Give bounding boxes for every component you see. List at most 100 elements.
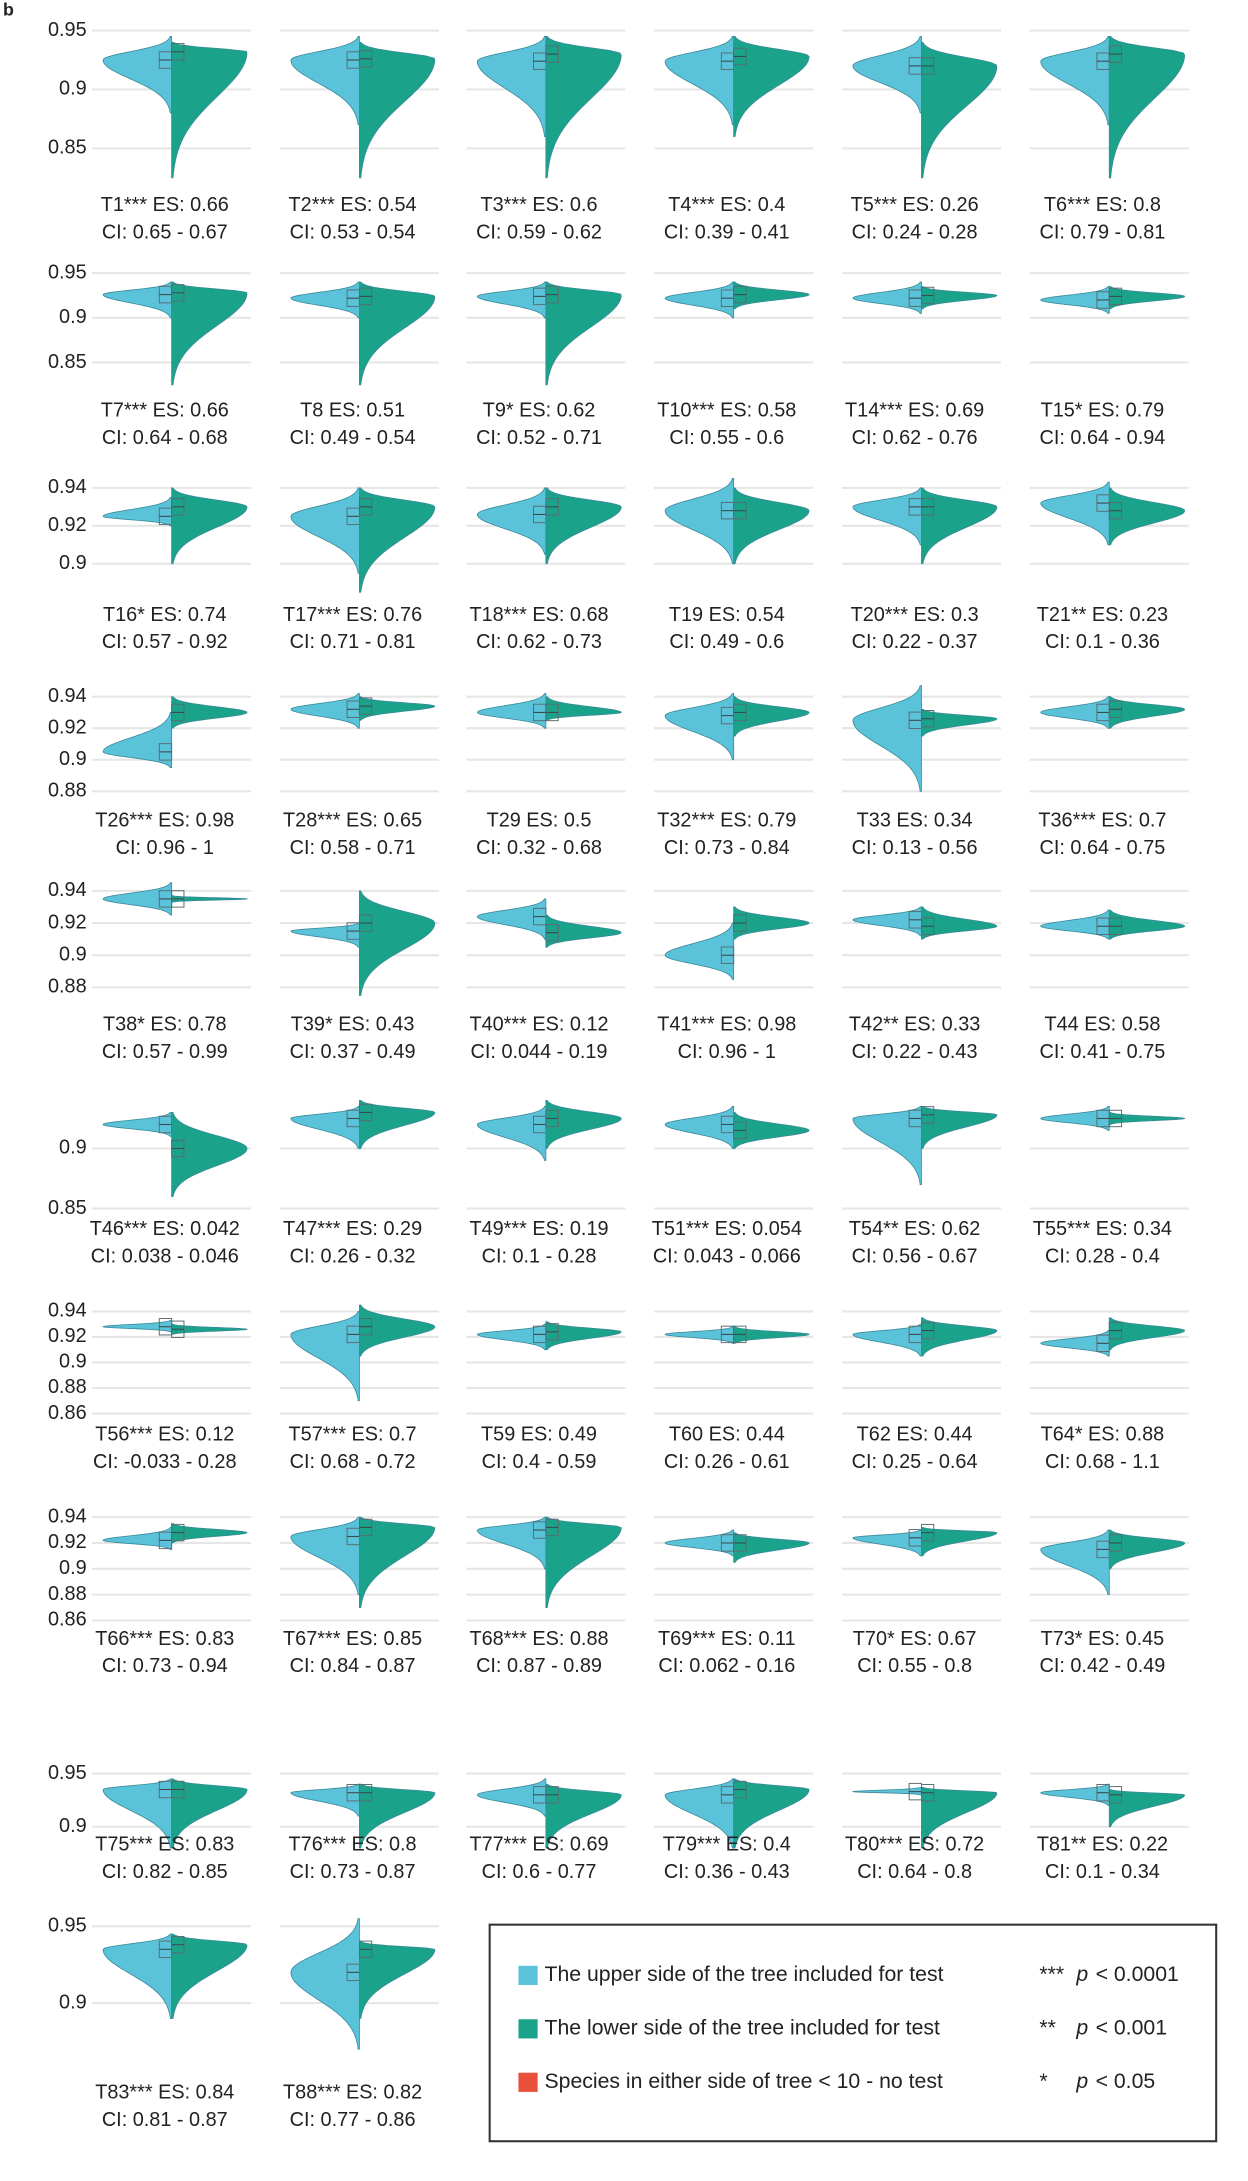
panel-ci: CI: 0.55 - 0.8 [857,1655,972,1677]
upper-violin [852,281,922,314]
panel-ci: CI: 0.84 - 0.87 [290,1655,416,1677]
y-tick-label: 0.88 [48,1376,87,1398]
lower-violin [733,1778,810,1849]
legend-swatch [518,1965,538,1985]
lower-violin [545,36,622,179]
panel-ci: CI: 0.73 - 0.87 [290,1861,416,1883]
upper-violin [290,1516,360,1596]
y-tick-label: 0.9 [59,306,87,328]
panel-ci: CI: 0.32 - 0.68 [476,837,602,859]
panel-ci: CI: 0.53 - 0.54 [290,221,416,243]
panel-ci: CI: 0.038 - 0.046 [91,1245,239,1267]
upper-violin [1040,909,1110,940]
panel-label: T70* ES: 0.67 [853,1628,977,1650]
lower-violin [921,487,998,565]
significance-symbol: p [1075,2069,1088,2093]
panel-label: T41*** ES: 0.98 [657,1014,796,1036]
legend-box [488,1923,1218,2143]
upper-violin [102,1527,173,1550]
upper-violin [852,1529,922,1557]
panel-label: T42** ES: 0.33 [849,1014,980,1036]
y-tick-label: 0.92 [48,1325,87,1347]
panel-label: T38* ES: 0.78 [103,1014,227,1036]
panel-ci: CI: 0.65 - 0.67 [102,221,228,243]
y-tick-label: 0.94 [48,685,87,707]
lower-violin [1108,1317,1186,1351]
lower-violin [359,1304,436,1357]
upper-violin [1040,36,1110,126]
lower-violin [171,696,248,729]
lower-violin [545,487,622,565]
panel-ci: CI: 0.71 - 0.81 [290,631,416,653]
y-tick-label: 0.95 [48,19,87,41]
upper-violin [664,36,735,126]
upper-violin [290,281,360,319]
lower-violin [545,1321,622,1351]
panel-ci: CI: 0.68 - 1.1 [1045,1451,1160,1473]
upper-violin [476,898,547,940]
panel-ci: CI: 0.4 - 0.59 [482,1451,597,1473]
panel-label: T10*** ES: 0.58 [657,400,796,422]
upper-violin [664,922,735,980]
panel-label: T6*** ES: 0.8 [1044,194,1161,216]
lower-violin [1108,696,1186,729]
y-tick-label: 0.94 [48,879,87,901]
panel-ci: CI: 0.25 - 0.64 [852,1451,978,1473]
panel-ci: CI: 0.68 - 0.72 [290,1451,416,1473]
panel-label: T14*** ES: 0.69 [845,400,984,422]
panel-ci: CI: 0.64 - 0.75 [1039,837,1165,859]
y-tick-label: 0.95 [48,261,87,283]
upper-violin [852,906,922,937]
upper-violin [290,1311,360,1402]
significance-stars: * [1039,2069,1047,2093]
y-tick-label: 0.9 [59,1557,87,1579]
lower-violin [545,281,622,386]
upper-violin [664,478,735,565]
lower-violin [921,906,998,940]
upper-violin [102,1933,173,2019]
lower-violin [359,1941,436,2019]
panel-label: T77*** ES: 0.69 [469,1833,608,1855]
y-tick-label: 0.94 [48,476,87,498]
panel-ci: CI: 0.41 - 0.75 [1039,1041,1165,1063]
lower-violin [733,1326,810,1344]
panel-ci: CI: 0.49 - 0.54 [290,427,416,449]
panel-label: T60 ES: 0.44 [669,1424,785,1446]
panel-label: T54** ES: 0.62 [849,1218,980,1240]
upper-violin [852,1106,922,1185]
upper-violin [664,1326,735,1344]
upper-violin [102,1778,173,1849]
upper-violin [290,1918,360,2050]
panel-label: T29 ES: 0.5 [487,809,592,831]
panel-label: T62 ES: 0.44 [857,1424,973,1446]
lower-violin [921,1527,998,1557]
panel-ci: CI: 0.52 - 0.71 [476,427,602,449]
y-tick-label: 0.92 [48,911,87,933]
upper-violin [476,1106,547,1161]
lower-violin [545,1516,622,1608]
upper-violin [290,922,360,948]
panel-label: T66*** ES: 0.83 [95,1628,234,1650]
lower-violin [733,36,810,137]
significance-symbol: p [1075,2015,1088,2039]
lower-violin [1108,1529,1186,1570]
panel-label: T20*** ES: 0.3 [851,604,979,626]
lower-violin [171,1323,248,1335]
upper-violin [102,712,173,769]
lower-violin [1108,36,1186,179]
upper-violin [476,1516,547,1570]
panel-ci: CI: -0.033 - 0.28 [93,1451,237,1473]
panel-label: T69*** ES: 0.11 [658,1628,796,1650]
significance-threshold: < 0.001 [1096,2015,1167,2039]
panel-ci: CI: 0.26 - 0.32 [290,1245,416,1267]
panel-label: T19 ES: 0.54 [669,604,785,626]
panel-label: T32*** ES: 0.79 [657,809,796,831]
lower-violin [171,41,248,179]
panel-label: T15* ES: 0.79 [1041,400,1165,422]
panel-ci: CI: 0.57 - 0.99 [102,1041,228,1063]
panel-ci: CI: 0.96 - 1 [678,1041,776,1063]
upper-violin [852,1786,922,1796]
significance-stars: ** [1039,2015,1056,2039]
panel-label: T5*** ES: 0.26 [851,194,979,216]
panel-label: T75*** ES: 0.83 [95,1833,234,1855]
